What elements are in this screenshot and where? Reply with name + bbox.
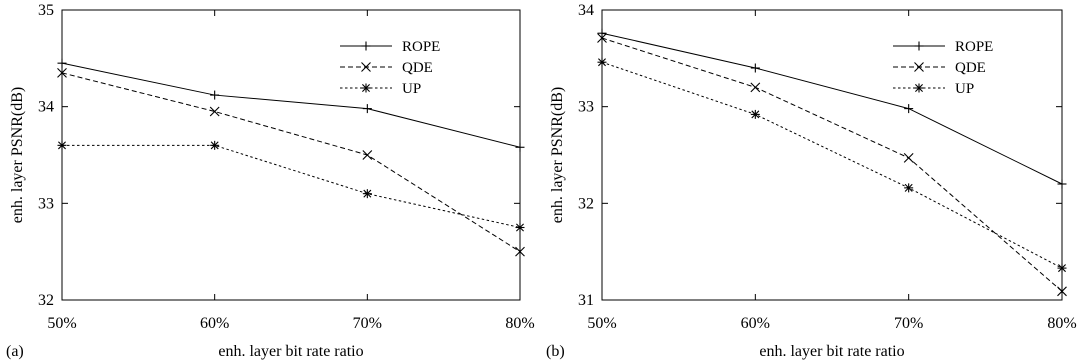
data-point-up: [904, 183, 914, 193]
data-point-qde: [362, 150, 373, 160]
y-tick-label: 35: [38, 2, 54, 19]
plot-frame: [601, 9, 1063, 301]
series-line-up: [601, 61, 1063, 269]
data-point-rope: [750, 63, 760, 73]
series-line-rope: [601, 32, 1063, 185]
x-tick-label: 70%: [353, 315, 382, 332]
y-axis-label: enh. layer PSNR(dB): [9, 87, 26, 223]
legend-marker-qde: [914, 62, 924, 72]
chart-panel-a: 32 33 34 35 50% 60% 70% 80% enh. layer bit rate …: [6, 2, 535, 360]
data-point-qde: [515, 246, 525, 257]
y-tick-label: 32: [578, 195, 594, 212]
x-tick-label: 70%: [894, 315, 923, 332]
panel-label: (b): [546, 343, 565, 360]
series-qde: [597, 33, 1067, 297]
data-point-qde: [209, 106, 220, 117]
data-point-up: [362, 189, 372, 199]
series-up: [597, 57, 1067, 273]
chart-panel-b: 31 32 33 34 50% 60% 70% 80% enh. layer bit rate …: [546, 2, 1077, 360]
legend-label-qde: QDE: [402, 60, 433, 76]
data-point-up: [210, 140, 220, 150]
x-tick-label: 80%: [1047, 315, 1076, 332]
legend-label-rope: ROPE: [402, 39, 440, 55]
x-tick-label: 60%: [741, 315, 770, 332]
y-tick-label: 34: [38, 99, 54, 116]
y-tick-label: 33: [38, 195, 54, 212]
legend-label-up: UP: [402, 81, 421, 97]
data-point-rope: [515, 142, 525, 152]
data-point-up: [1057, 263, 1067, 273]
legend-marker-up: [914, 83, 924, 93]
data-point-rope: [1057, 179, 1067, 189]
data-point-rope: [210, 90, 220, 100]
legend-label-qde: QDE: [955, 60, 986, 76]
data-point-qde: [903, 153, 914, 163]
series-line-up: [62, 144, 521, 228]
data-point-up: [515, 223, 525, 232]
series-rope: [57, 58, 525, 152]
legend-marker-rope: [361, 41, 371, 51]
data-point-rope: [362, 104, 372, 114]
x-tick-label: 80%: [505, 315, 534, 332]
data-point-up: [597, 57, 607, 67]
legend-marker-up: [361, 83, 371, 93]
y-tick-label: 31: [578, 292, 594, 309]
series-line-rope: [61, 62, 521, 148]
series-up: [57, 140, 525, 232]
series-qde: [57, 67, 525, 257]
legend-marker-qde: [361, 62, 371, 72]
y-axis-label: enh. layer PSNR(dB): [549, 87, 566, 223]
x-tick-label: 50%: [587, 315, 616, 332]
x-tick-label: 60%: [200, 315, 229, 332]
legend-label-rope: ROPE: [955, 39, 993, 55]
x-tick-label: 50%: [47, 315, 76, 332]
legend: ROPE QDE UP: [340, 39, 440, 97]
data-point-up: [750, 109, 760, 119]
data-point-qde: [597, 33, 607, 43]
y-tick-label: 33: [578, 99, 594, 116]
legend-label-up: UP: [955, 81, 974, 97]
series-line-qde: [61, 72, 521, 253]
x-axis-label: enh. layer bit rate ratio: [218, 343, 363, 360]
panel-label: (a): [6, 343, 24, 360]
y-tick-label: 34: [578, 2, 594, 19]
legend-marker-rope: [914, 41, 924, 51]
data-point-qde: [57, 67, 67, 78]
series-line-qde: [601, 37, 1063, 292]
data-point-qde: [750, 82, 761, 93]
series-rope: [597, 28, 1067, 189]
data-point-rope: [597, 28, 607, 38]
x-axis-label: enh. layer bit rate ratio: [759, 343, 904, 360]
legend: ROPE QDE UP: [893, 39, 993, 97]
data-point-rope: [57, 58, 67, 68]
data-point-rope: [904, 104, 914, 114]
data-point-qde: [1057, 286, 1067, 297]
data-point-up: [57, 140, 67, 150]
y-tick-label: 32: [38, 292, 54, 309]
plot-frame: [61, 9, 521, 301]
